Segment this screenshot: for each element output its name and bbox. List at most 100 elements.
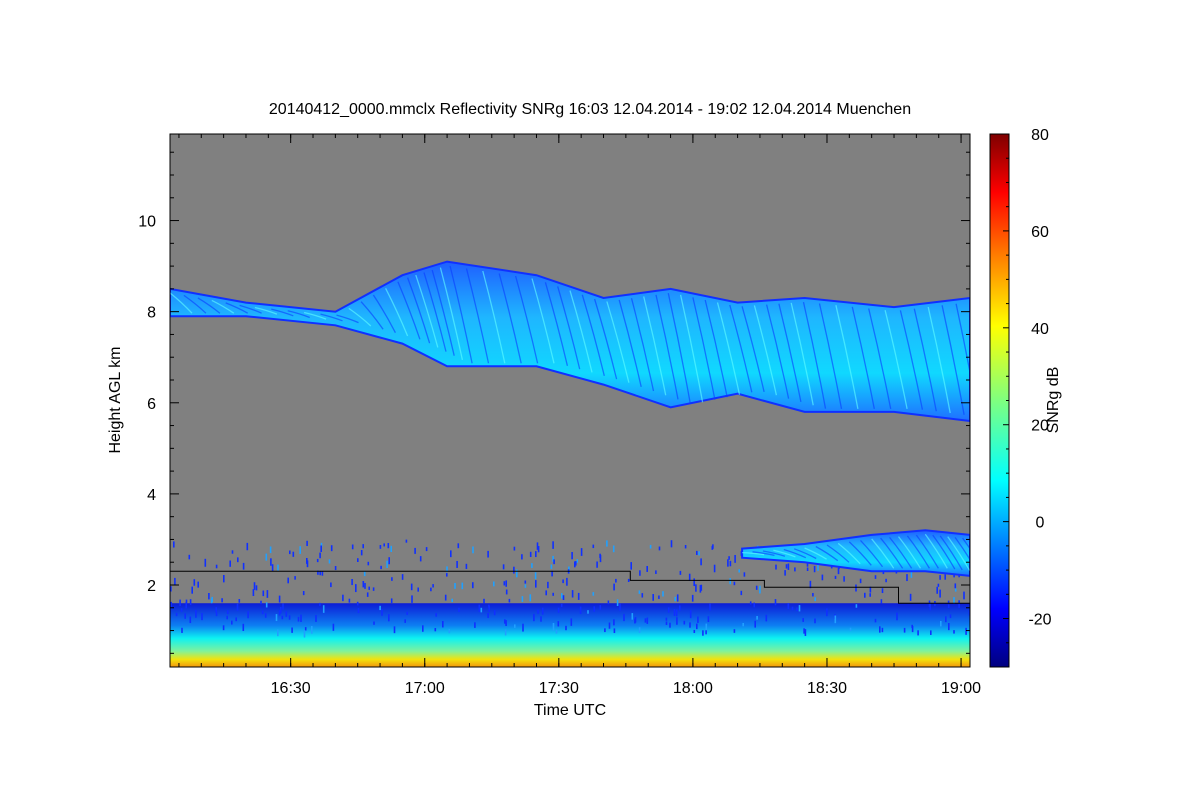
boundary-layer-line (170, 570, 970, 604)
speckle-mark (911, 626, 914, 633)
fall-streak (482, 270, 506, 364)
fall-streak (778, 303, 802, 403)
fall-streak (431, 269, 455, 356)
speckle-mark (669, 622, 671, 628)
speckle-mark (388, 557, 390, 565)
fall-streak (303, 311, 327, 320)
speckle-mark (576, 559, 579, 563)
speckle-mark (552, 555, 554, 562)
fall-streak (569, 290, 593, 373)
colorbar-tick-label: 0 (1036, 515, 1045, 532)
speckle-mark (540, 616, 542, 622)
speckle-mark (592, 544, 595, 549)
speckle-mark (320, 545, 322, 553)
speckle-mark (821, 574, 824, 581)
speckle-mark (300, 614, 302, 622)
fall-streak (336, 314, 359, 324)
speckle-mark (756, 616, 758, 620)
speckle-mark (401, 574, 404, 580)
speckle-mark (393, 626, 396, 634)
speckle-mark (809, 580, 812, 589)
x-tick-label: 18:00 (673, 680, 713, 697)
speckle-mark (679, 605, 681, 611)
speckle-mark (958, 600, 960, 608)
fall-streak (860, 539, 884, 568)
speckle-mark (880, 599, 883, 604)
speckle-mark (707, 616, 710, 623)
speckle-mark (555, 629, 558, 634)
speckle-mark (814, 618, 816, 624)
speckle-mark (425, 547, 428, 552)
speckle-mark (570, 618, 573, 626)
speckle-mark (665, 617, 668, 621)
speckle-mark (170, 586, 172, 592)
y-tick-label: 4 (147, 487, 156, 504)
speckle-mark (947, 600, 950, 604)
speckle-mark (446, 566, 448, 573)
speckle-mark (524, 580, 527, 584)
fall-streak (826, 544, 850, 563)
fall-streak (729, 304, 753, 393)
speckle-mark (743, 572, 746, 577)
speckle-mark (472, 546, 474, 554)
speckle-mark (696, 550, 698, 555)
speckle-mark (537, 609, 539, 614)
speckle-mark (450, 550, 452, 558)
speckle-mark (729, 560, 732, 567)
colorbar-tick-label: 80 (1031, 127, 1049, 144)
speckle-mark (246, 542, 249, 551)
fall-streak (630, 298, 655, 392)
speckle-mark (903, 627, 906, 633)
speckle-mark (700, 584, 703, 591)
speckle-mark (806, 563, 809, 567)
speckle-mark (697, 616, 699, 623)
speckle-mark (174, 577, 176, 585)
speckle-mark (483, 598, 485, 604)
speckle-mark (319, 552, 321, 559)
speckle-mark (360, 550, 363, 556)
y-tick-label: 6 (147, 396, 156, 413)
speckle-mark (493, 610, 496, 616)
speckle-mark (315, 615, 317, 622)
fall-streak (742, 551, 765, 556)
speckle-mark (175, 612, 178, 617)
speckle-mark (278, 610, 281, 616)
speckle-mark (834, 615, 837, 624)
speckle-mark (502, 564, 505, 570)
speckle-mark (688, 573, 691, 581)
speckle-mark (319, 602, 321, 607)
speckle-mark (330, 545, 333, 552)
speckle-mark (292, 551, 295, 557)
speckle-mark (173, 541, 175, 548)
speckle-mark (215, 564, 218, 569)
speckle-mark (281, 615, 284, 620)
fall-streak (423, 272, 447, 352)
speckle-mark (536, 542, 539, 550)
speckle-mark (646, 617, 649, 624)
speckle-mark (949, 614, 952, 619)
speckle-mark (238, 599, 241, 603)
fall-streak (606, 301, 630, 383)
speckle-mark (619, 603, 621, 611)
fall-streak (802, 301, 827, 409)
fall-streak (593, 298, 618, 380)
speckle-mark (320, 542, 323, 547)
speckle-mark (265, 602, 268, 608)
speckle-mark (264, 613, 267, 618)
speckle-mark (474, 622, 476, 628)
speckle-mark (487, 550, 489, 558)
speckle-mark (478, 604, 481, 612)
speckle-mark (670, 540, 673, 548)
speckle-mark (189, 599, 192, 606)
speckle-mark (693, 578, 695, 587)
fall-streak (773, 549, 796, 558)
fall-streak (704, 299, 728, 398)
speckle-mark (953, 630, 955, 634)
speckle-mark (302, 591, 305, 596)
speckle-mark (787, 563, 790, 570)
speckle-mark (606, 540, 608, 547)
fall-streak (880, 537, 904, 569)
speckle-mark (170, 601, 172, 609)
speckle-mark (368, 586, 370, 590)
